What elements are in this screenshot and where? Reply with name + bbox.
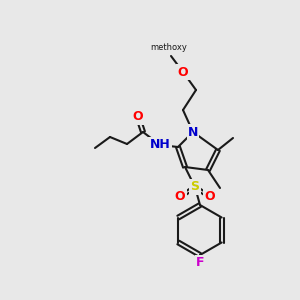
Text: O: O (205, 190, 215, 203)
Text: O: O (175, 190, 185, 203)
Text: N: N (188, 125, 198, 139)
Text: methoxy: methoxy (151, 44, 188, 52)
Text: NH: NH (150, 139, 170, 152)
Text: F: F (196, 256, 204, 269)
Text: S: S (190, 181, 200, 194)
Text: O: O (178, 65, 188, 79)
Text: O: O (133, 110, 143, 124)
